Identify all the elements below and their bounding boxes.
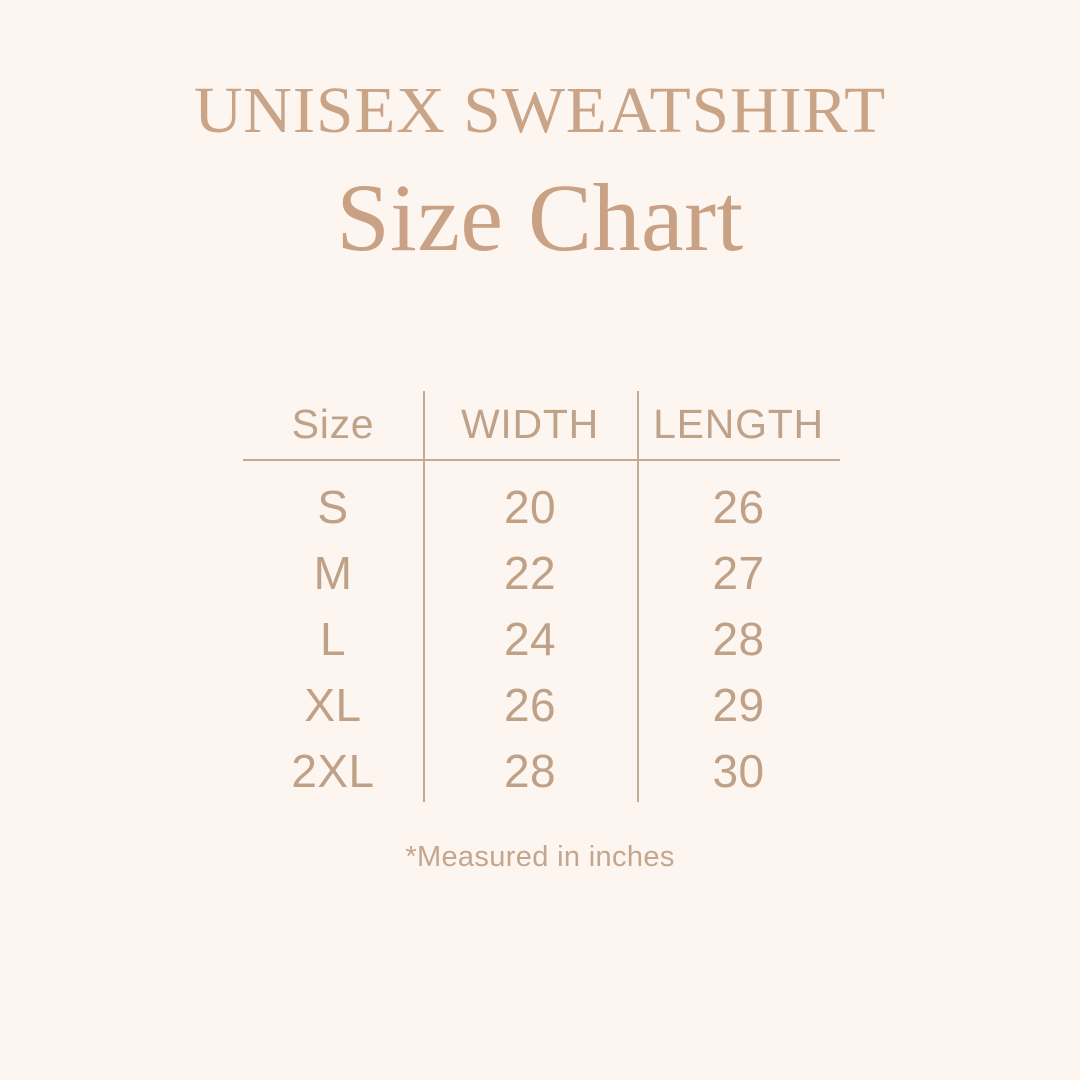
- column-divider-1: [423, 391, 425, 802]
- table-row: XL 26 29: [243, 672, 840, 738]
- column-header-width: WIDTH: [460, 400, 600, 447]
- cell-length: 27: [712, 547, 765, 599]
- cell-length: 26: [712, 481, 765, 533]
- table-row: S 20 26: [243, 460, 840, 540]
- cell-length: 30: [712, 745, 765, 797]
- page-title-product: UNISEX SWEATSHIRT: [193, 74, 887, 147]
- table-row: L 24 28: [243, 606, 840, 672]
- cell-size: M: [313, 547, 353, 599]
- table-header-row: Size WIDTH LENGTH: [243, 388, 840, 460]
- cell-length: 29: [712, 679, 765, 731]
- heading-block: UNISEX SWEATSHIRT Size Chart: [0, 78, 1080, 266]
- cell-width: 24: [503, 613, 557, 665]
- cell-size: XL: [304, 679, 362, 731]
- cell-size: L: [319, 613, 347, 665]
- cell-size: 2XL: [291, 745, 375, 797]
- cell-length: 28: [712, 613, 765, 665]
- column-header-length: LENGTH: [653, 400, 824, 447]
- table-header: Size WIDTH LENGTH: [243, 388, 840, 460]
- cell-width: 20: [503, 481, 557, 533]
- column-header-size: Size: [291, 400, 375, 447]
- size-chart-table: Size WIDTH LENGTH S 20 26 M 22 27 L: [243, 388, 840, 804]
- measurement-footnote: *Measured in inches: [405, 841, 675, 873]
- table-body: S 20 26 M 22 27 L 24 28 XL 26 29: [243, 460, 840, 804]
- cell-width: 22: [503, 547, 557, 599]
- size-chart-table-wrap: Size WIDTH LENGTH S 20 26 M 22 27 L: [243, 388, 840, 802]
- cell-width: 26: [503, 679, 557, 731]
- column-divider-2: [637, 391, 639, 802]
- header-divider-rule: [243, 459, 840, 461]
- table-row: 2XL 28 30: [243, 738, 840, 804]
- cell-width: 28: [503, 745, 557, 797]
- page-title-size-chart: Size Chart: [336, 164, 744, 271]
- cell-size: S: [317, 481, 349, 533]
- table-row: M 22 27: [243, 540, 840, 606]
